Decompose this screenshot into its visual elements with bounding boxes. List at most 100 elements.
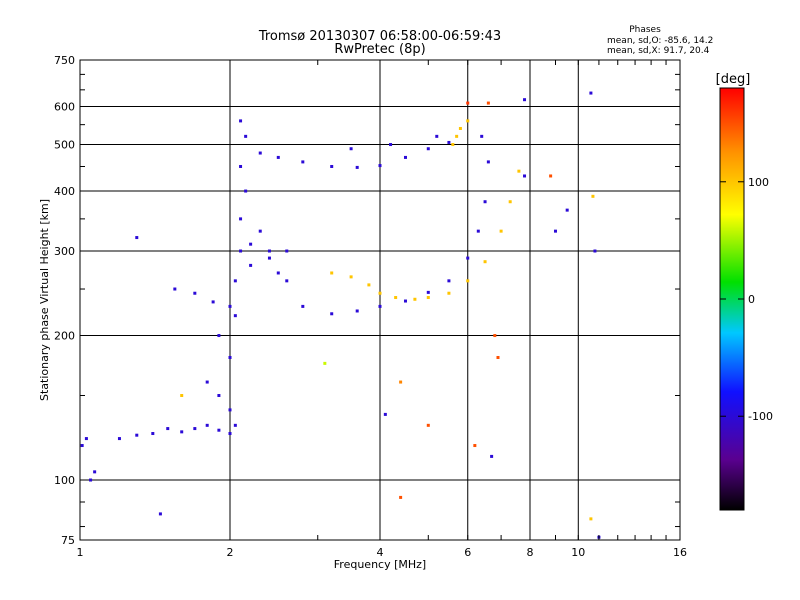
- data-point-scattered: [383, 412, 387, 416]
- data-point-o-mode-upper-trace: [480, 134, 484, 138]
- data-point-spread-f-cluster: [205, 380, 209, 384]
- y-tick-label: 600: [54, 101, 75, 114]
- data-point-low-height-branch: [205, 423, 209, 427]
- colorbar: [deg] 100 0 -100: [716, 72, 773, 511]
- x-tick-label: 1: [77, 546, 84, 559]
- data-point-low-height-branch: [180, 430, 184, 434]
- data-point-o-mode-upper-trace: [349, 147, 353, 151]
- data-point-o-mode-lower-trace: [476, 229, 480, 233]
- y-axis-ticks: 75 100 200 300 400 500 600 750: [54, 54, 680, 547]
- data-point-o-mode-lower-trace: [447, 279, 451, 283]
- data-point-o-mode-upper-trace: [378, 164, 382, 168]
- data-point-scattered: [591, 194, 595, 198]
- colorbar-tick-label: 100: [748, 176, 769, 189]
- x-tick-label: 4: [377, 546, 384, 559]
- data-point-spread-f-cluster: [244, 134, 248, 138]
- x-tick-label: 2: [227, 546, 234, 559]
- data-point-o-mode-upper-trace: [330, 164, 334, 168]
- data-point-o-mode-lower-trace: [193, 291, 197, 295]
- colorbar-tick-label: 0: [748, 293, 755, 306]
- data-point-x-mode-lower-trace: [394, 296, 398, 300]
- data-point-low-height-branch: [84, 437, 88, 441]
- data-point-spread-f-cluster: [239, 217, 243, 221]
- data-point-spread-f-cluster: [228, 355, 232, 359]
- data-point-low-height-branch: [151, 432, 155, 436]
- y-tick-label: 300: [54, 245, 75, 258]
- data-point-low-height-branch: [166, 427, 170, 431]
- data-points: [80, 91, 601, 539]
- data-point-spread-f-cluster: [217, 334, 221, 338]
- data-point-o-mode-lower-trace: [285, 279, 289, 283]
- data-point-o-mode-upper-trace: [389, 143, 393, 147]
- data-point-x-mode-lower-trace: [367, 283, 371, 287]
- data-point-o-mode-upper-trace: [276, 155, 280, 159]
- data-point-x-mode-upper-trace: [451, 143, 455, 147]
- data-point-spread-f-cluster: [267, 249, 271, 253]
- data-point-scattered: [399, 380, 403, 384]
- data-point-spread-f-cluster: [276, 271, 280, 275]
- data-point-x-mode-upper-trace: [466, 119, 470, 123]
- data-point-x-mode-lower-trace: [426, 296, 430, 300]
- y-tick-label: 400: [54, 185, 75, 198]
- data-point-x-mode-lower-trace: [413, 297, 417, 301]
- x-axis-ticks: 1 2 4 6 8 10 16: [77, 60, 687, 559]
- data-point-x-mode-lower-trace: [517, 169, 521, 173]
- x-tick-label: 10: [571, 546, 585, 559]
- colorbar-ticks: 100 0 -100: [720, 176, 773, 423]
- data-point-x-mode-upper-trace: [458, 126, 462, 130]
- data-point-o-mode-upper-trace: [426, 147, 430, 151]
- data-point-scattered: [523, 174, 527, 178]
- data-point-o-mode-lower-trace: [233, 279, 237, 283]
- x-tick-label: 8: [527, 546, 534, 559]
- data-point-o-mode-lower-trace: [426, 290, 430, 294]
- data-point-scattered: [323, 361, 327, 365]
- data-point-o-mode-upper-trace: [447, 140, 451, 144]
- plot-area: 1 2 4 6 8 10 16 75 100 200 300 400 500 600 750: [54, 54, 687, 559]
- data-point-low-height-branch: [135, 433, 139, 437]
- data-point-scattered: [426, 423, 430, 427]
- y-tick-label: 500: [54, 139, 75, 152]
- grid-lines: [80, 60, 680, 540]
- data-point-scattered: [589, 517, 593, 521]
- y-tick-label: 200: [54, 330, 75, 343]
- colorbar-label: [deg]: [716, 72, 751, 87]
- stats-heading: Phases: [629, 25, 661, 35]
- data-point-low-height-branch: [117, 437, 121, 441]
- data-point-x-mode-lower-trace: [447, 291, 451, 295]
- data-point-scattered: [466, 101, 470, 105]
- chart-title: Tromsø 20130307 06:58:00-06:59:43: [258, 29, 501, 44]
- data-point-o-mode-lower-trace: [249, 242, 253, 246]
- data-point-o-mode-lower-trace: [301, 304, 305, 308]
- data-point-spread-f-cluster: [228, 408, 232, 412]
- stats-x-line: mean, sd,X: 91.7, 20.4: [607, 46, 710, 56]
- colorbar-tick-label: -100: [748, 410, 773, 423]
- data-point-o-mode-upper-trace: [355, 165, 359, 169]
- data-point-o-mode-upper-trace: [403, 155, 407, 159]
- data-point-x-mode-lower-trace: [349, 275, 353, 279]
- chart-subtitle: RwPretec (8p): [334, 42, 425, 57]
- data-point-o-mode-lower-trace: [228, 304, 232, 308]
- data-point-low-height-branch: [193, 427, 197, 431]
- data-point-spread-f-cluster: [258, 229, 262, 233]
- data-point-spread-f-cluster: [285, 249, 289, 253]
- data-point-scattered: [399, 495, 403, 499]
- data-point-x-mode-lower-trace: [466, 279, 470, 283]
- data-point-o-mode-upper-trace: [258, 151, 262, 155]
- data-point-scattered: [486, 101, 490, 105]
- data-point-spread-f-cluster: [233, 314, 237, 318]
- data-point-scattered: [493, 334, 497, 338]
- y-tick-label: 750: [54, 54, 75, 67]
- data-point-scattered: [589, 91, 593, 95]
- data-point-x-mode-lower-trace: [483, 260, 487, 264]
- data-point-spread-f-cluster: [239, 119, 243, 123]
- data-point-low-height-branch: [80, 444, 84, 448]
- x-axis-label: Frequency [MHz]: [334, 558, 426, 571]
- data-point-scattered: [490, 454, 494, 458]
- data-point-scattered: [473, 444, 477, 448]
- data-point-scattered: [593, 249, 597, 253]
- data-point-low-height-branch: [89, 478, 93, 482]
- data-point-o-mode-upper-trace: [301, 160, 305, 164]
- data-point-o-mode-lower-trace: [403, 299, 407, 303]
- data-point-o-mode-lower-trace: [211, 300, 215, 304]
- data-point-o-mode-lower-trace: [330, 312, 334, 316]
